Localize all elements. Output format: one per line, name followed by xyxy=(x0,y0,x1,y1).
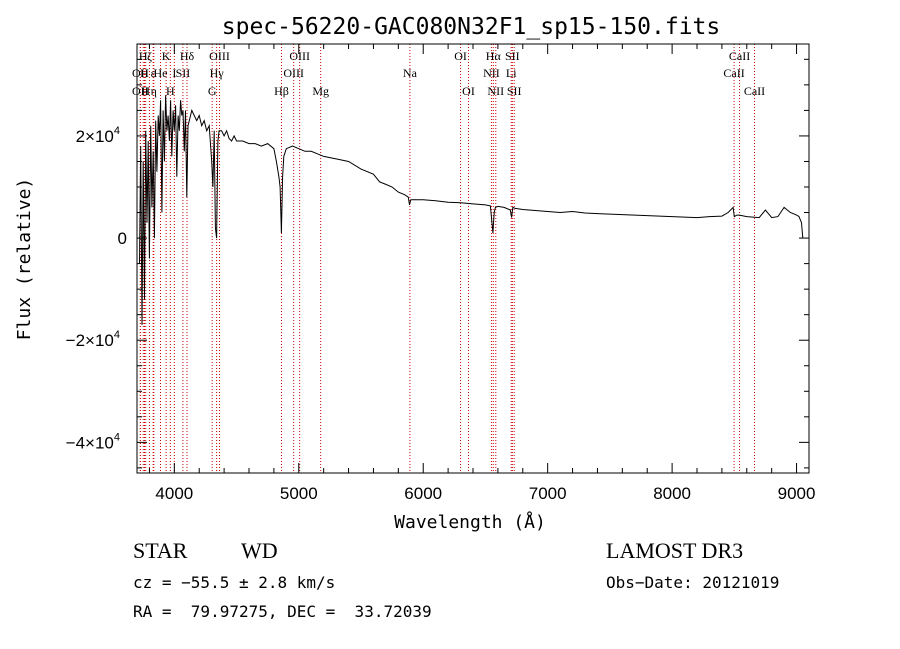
y-tick-label-3: 2×104 xyxy=(76,125,120,146)
line-label-31: CaII xyxy=(729,49,750,63)
line-label-11: I xyxy=(172,66,176,80)
y-tick-mantissa-3: 2×10 xyxy=(76,127,114,146)
y-tick-mantissa-2: 0 xyxy=(118,229,127,248)
line-label-29: SII xyxy=(507,84,522,98)
coordinates-text: RA = 79.97275, DEC = 33.72039 xyxy=(133,602,432,621)
line-label-3: H xyxy=(140,66,149,80)
line-label-9: K xyxy=(162,49,171,63)
line-label-24: NII xyxy=(483,66,500,80)
line-label-23: OI xyxy=(462,84,475,98)
line-label-8: He xyxy=(154,66,168,80)
x-tick-label-2: 6000 xyxy=(404,484,442,503)
x-tick-label-5: 9000 xyxy=(778,484,816,503)
line-markers xyxy=(139,44,755,473)
line-label-19: OIII xyxy=(289,49,310,63)
line-label-21: Na xyxy=(403,66,418,80)
x-tick-label-4: 8000 xyxy=(653,484,691,503)
line-label-27: Li xyxy=(506,66,517,80)
line-label-14: G xyxy=(208,84,217,98)
obs-date-text: Obs−Date: 20121019 xyxy=(606,573,780,592)
chart-title: spec-56220-GAC080N32F1_sp15-150.fits xyxy=(222,14,721,40)
line-label-22: OI xyxy=(454,49,467,63)
y-tick-label-1: −2×104 xyxy=(66,329,120,350)
line-label-20: Mg xyxy=(312,84,329,98)
line-label-15: Hγ xyxy=(210,66,225,80)
line-label-28: SII xyxy=(505,49,520,63)
line-label-4: H xyxy=(141,84,150,98)
y-tick-mantissa-0: −4×10 xyxy=(66,433,114,452)
line-label-13: Hδ xyxy=(180,49,195,63)
y-tick-exponent-3: 4 xyxy=(114,125,120,137)
y-tick-label-0: −4×104 xyxy=(66,431,120,452)
line-label-16: OIII xyxy=(209,49,230,63)
line-label-26: NII xyxy=(487,84,504,98)
line-label-32: CaII xyxy=(744,84,765,98)
line-label-1: OII xyxy=(132,84,149,98)
line-label-12: SII xyxy=(176,66,191,80)
survey-name: LAMOST DR3 xyxy=(606,538,744,563)
line-label-18: OIII xyxy=(283,66,304,80)
x-axis-label: Wavelength (Å) xyxy=(394,511,546,533)
y-axis-label: Flux (relative) xyxy=(14,178,35,341)
x-tick-label-0: 4000 xyxy=(155,484,193,503)
line-label-5: ζ xyxy=(147,49,152,63)
line-label-30: CaII xyxy=(723,66,744,80)
flux-series-line xyxy=(139,95,804,325)
redshift-text: cz = −55.5 ± 2.8 km/s xyxy=(133,573,336,592)
y-tick-label-2: 0 xyxy=(118,229,127,248)
line-label-10: H xyxy=(166,84,175,98)
object-class: STAR xyxy=(133,538,188,563)
line-label-7: η xyxy=(151,84,157,98)
x-tick-label-1: 5000 xyxy=(280,484,318,503)
y-tick-mantissa-1: −2×10 xyxy=(66,331,114,350)
x-tick-label-3: 7000 xyxy=(529,484,567,503)
y-tick-exponent-0: 4 xyxy=(114,431,120,443)
line-label-17: Hβ xyxy=(274,84,289,98)
line-label-0: OII xyxy=(132,66,149,80)
line-label-2: H xyxy=(139,49,148,63)
y-tick-exponent-1: 4 xyxy=(114,329,120,341)
object-subclass: WD xyxy=(241,538,278,563)
line-label-6: ε xyxy=(151,66,156,80)
line-label-25: Hα xyxy=(486,49,502,63)
plot-frame xyxy=(136,43,810,474)
x-axis-ticks: 4000 5000 6000 7000 8000 9000 xyxy=(148,44,816,503)
